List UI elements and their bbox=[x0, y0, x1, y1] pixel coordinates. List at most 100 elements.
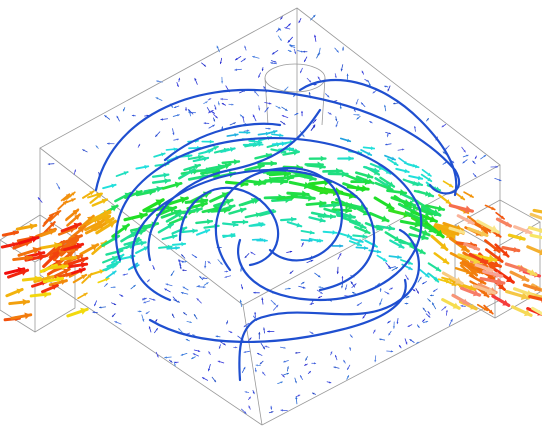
arrow bbox=[370, 146, 375, 151]
arrow bbox=[255, 212, 261, 218]
arrow bbox=[241, 287, 244, 289]
arrow bbox=[265, 345, 267, 348]
arrow bbox=[318, 286, 321, 289]
arrow bbox=[80, 307, 88, 315]
arrow bbox=[521, 274, 528, 281]
arrow bbox=[220, 262, 223, 265]
arrow bbox=[107, 221, 116, 229]
arrow bbox=[132, 114, 135, 117]
arrow bbox=[518, 264, 526, 272]
arrow bbox=[460, 195, 465, 200]
arrow bbox=[148, 326, 151, 329]
arrow bbox=[496, 277, 504, 286]
velocity-arrows bbox=[0, 14, 542, 414]
arrow bbox=[298, 20, 301, 23]
arrow bbox=[172, 132, 175, 135]
arrow bbox=[258, 332, 261, 335]
arrow bbox=[339, 244, 343, 248]
arrow bbox=[268, 127, 271, 130]
arrow bbox=[179, 266, 182, 269]
arrow bbox=[372, 91, 375, 94]
arrow bbox=[239, 300, 242, 303]
arrow bbox=[138, 229, 145, 236]
arrow bbox=[247, 129, 249, 132]
arrow bbox=[178, 328, 181, 331]
arrow bbox=[220, 97, 223, 101]
arrow bbox=[422, 229, 430, 236]
arrow bbox=[399, 189, 406, 196]
arrow bbox=[156, 355, 159, 358]
arrow bbox=[312, 124, 315, 128]
arrow bbox=[314, 362, 316, 365]
arrow bbox=[213, 379, 216, 382]
arrow bbox=[164, 178, 170, 185]
arrow bbox=[502, 299, 509, 306]
arrow bbox=[300, 70, 302, 73]
arrow bbox=[493, 245, 500, 252]
arrow bbox=[123, 171, 128, 176]
arrow bbox=[278, 106, 281, 109]
arrow bbox=[304, 59, 307, 62]
arrow bbox=[433, 210, 441, 217]
arrow bbox=[214, 205, 221, 213]
arrow bbox=[281, 141, 286, 147]
arrow bbox=[243, 350, 246, 354]
arrow bbox=[413, 289, 416, 291]
arrow bbox=[288, 146, 294, 152]
arrow bbox=[185, 108, 188, 111]
arrow bbox=[443, 151, 446, 154]
arrow bbox=[355, 102, 358, 105]
arrow bbox=[147, 279, 150, 282]
arrow bbox=[142, 298, 145, 301]
arrow bbox=[460, 304, 463, 308]
arrow bbox=[172, 313, 174, 316]
arrow bbox=[123, 109, 125, 112]
arrow bbox=[112, 314, 115, 317]
arrow bbox=[358, 238, 363, 244]
arrow bbox=[534, 285, 540, 292]
arrow bbox=[305, 358, 308, 361]
arrow bbox=[413, 126, 416, 129]
arrow bbox=[189, 321, 192, 324]
arrow bbox=[392, 326, 396, 329]
arrow bbox=[385, 143, 388, 146]
arrow bbox=[348, 155, 353, 162]
arrow bbox=[279, 38, 282, 41]
arrow bbox=[354, 283, 357, 286]
arrow bbox=[479, 278, 486, 284]
arrow bbox=[171, 105, 173, 108]
arrow bbox=[367, 151, 372, 156]
arrow bbox=[379, 302, 382, 306]
arrow bbox=[444, 306, 447, 309]
arrow bbox=[404, 168, 409, 174]
arrow bbox=[262, 372, 265, 375]
arrow bbox=[80, 256, 87, 264]
arrow bbox=[295, 396, 298, 400]
arrow bbox=[347, 375, 349, 378]
arrow bbox=[271, 411, 274, 414]
arrow bbox=[362, 233, 367, 239]
arrow bbox=[16, 288, 23, 295]
arrow bbox=[146, 311, 149, 314]
arrow bbox=[234, 133, 238, 137]
arrow bbox=[203, 64, 206, 67]
arrow bbox=[349, 347, 352, 350]
arrow bbox=[277, 28, 280, 31]
arrow bbox=[173, 147, 177, 152]
arrow bbox=[148, 189, 155, 196]
arrow bbox=[254, 312, 257, 315]
arrow bbox=[183, 312, 186, 315]
arrow bbox=[387, 321, 390, 324]
arrow bbox=[428, 225, 436, 233]
arrow bbox=[406, 302, 409, 305]
arrow bbox=[417, 341, 420, 344]
arrow bbox=[427, 177, 432, 182]
arrow bbox=[469, 193, 474, 198]
arrow bbox=[242, 219, 248, 225]
arrow bbox=[520, 292, 529, 300]
arrow bbox=[393, 161, 398, 166]
arrow bbox=[253, 291, 256, 294]
arrow bbox=[290, 193, 297, 201]
